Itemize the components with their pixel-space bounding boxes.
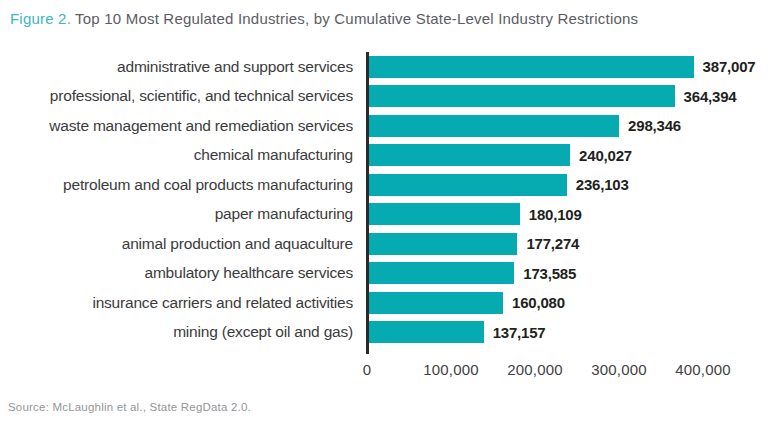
bar-area: 137,157 [366, 321, 768, 343]
figure-title: Figure 2. Top 10 Most Regulated Industri… [0, 0, 768, 28]
x-tick-label: 300,000 [591, 361, 647, 378]
row-label: insurance carriers and related activitie… [0, 294, 366, 312]
bar-area: 160,080 [366, 292, 768, 314]
bar [369, 115, 620, 137]
x-tick-label: 200,000 [507, 361, 563, 378]
x-axis: 0 100,000 200,000 300,000 400,000 [0, 361, 768, 381]
chart-row: mining (except oil and gas) 137,157 [0, 318, 768, 348]
chart-row: professional, scientific, and technical … [0, 82, 768, 112]
figure-page: Figure 2. Top 10 Most Regulated Industri… [0, 0, 768, 424]
x-tick-label: 100,000 [423, 361, 479, 378]
chart-rows: administrative and support services 387,… [0, 52, 768, 347]
row-label: petroleum and coal products manufacturin… [0, 176, 366, 194]
value-label: 387,007 [703, 58, 756, 75]
bar-area: 180,109 [366, 203, 768, 225]
bar-area: 387,007 [366, 56, 768, 78]
bar [369, 174, 567, 196]
bar [369, 56, 694, 78]
chart-row: ambulatory healthcare services 173,585 [0, 259, 768, 289]
row-label: administrative and support services [0, 58, 366, 76]
row-label: professional, scientific, and technical … [0, 87, 366, 105]
row-label: ambulatory healthcare services [0, 264, 366, 282]
bar [369, 85, 675, 107]
chart-row: administrative and support services 387,… [0, 52, 768, 82]
value-label: 160,080 [512, 294, 565, 311]
bar-area: 236,103 [366, 174, 768, 196]
bar [369, 233, 518, 255]
figure-number: Figure 2. [10, 10, 71, 27]
bar-area: 298,346 [366, 115, 768, 137]
y-axis-line [366, 52, 369, 354]
source-note: Source: McLaughlin et al., State RegData… [8, 401, 251, 413]
row-label: paper manufacturing [0, 205, 366, 223]
bar [369, 262, 515, 284]
x-tick-label: 0 [363, 361, 372, 378]
bar [369, 292, 504, 314]
value-label: 240,027 [579, 147, 632, 164]
chart-row: waste management and remediation service… [0, 111, 768, 141]
chart-row: paper manufacturing 180,109 [0, 200, 768, 230]
chart-row: chemical manufacturing 240,027 [0, 141, 768, 171]
chart-row: petroleum and coal products manufacturin… [0, 170, 768, 200]
x-tick-label: 400,000 [675, 361, 731, 378]
value-label: 236,103 [576, 176, 629, 193]
bar-area: 240,027 [366, 144, 768, 166]
row-label: chemical manufacturing [0, 146, 366, 164]
figure-title-text: Top 10 Most Regulated Industries, by Cum… [71, 10, 638, 27]
chart-row: insurance carriers and related activitie… [0, 288, 768, 318]
value-label: 364,394 [684, 88, 737, 105]
value-label: 177,274 [526, 235, 579, 252]
bar-area: 177,274 [366, 233, 768, 255]
chart-row: animal production and aquaculture 177,27… [0, 229, 768, 259]
value-label: 298,346 [628, 117, 681, 134]
bar-area: 173,585 [366, 262, 768, 284]
row-label: animal production and aquaculture [0, 235, 366, 253]
value-label: 173,585 [523, 265, 576, 282]
bar [369, 321, 484, 343]
value-label: 180,109 [529, 206, 582, 223]
row-label: waste management and remediation service… [0, 117, 366, 135]
bar [369, 203, 520, 225]
row-label: mining (except oil and gas) [0, 323, 366, 341]
bar-chart: administrative and support services 387,… [0, 52, 768, 381]
value-label: 137,157 [493, 324, 546, 341]
bar-area: 364,394 [366, 85, 768, 107]
bar [369, 144, 571, 166]
